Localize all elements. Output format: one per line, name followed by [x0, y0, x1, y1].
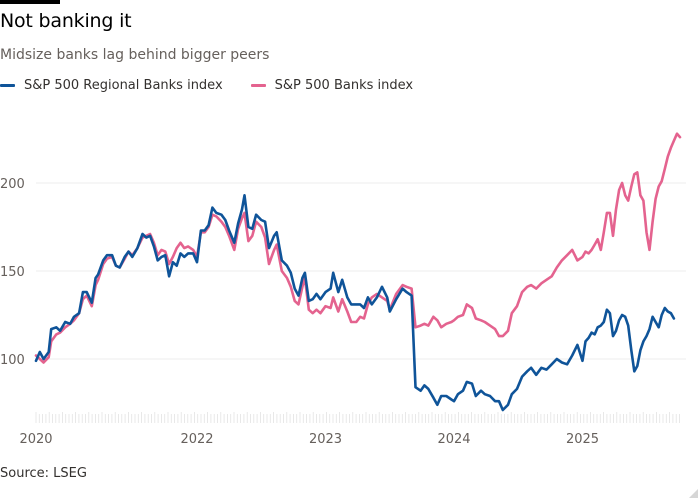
y-axis-tick-labels: 100 150 200 [0, 177, 25, 368]
legend-swatch-regional-banks [0, 84, 15, 87]
series-lines [34, 132, 682, 412]
x-tick-label: 2023 [309, 432, 342, 447]
source-note: Source: LSEG [0, 466, 87, 481]
chart-title: Not banking it [0, 10, 132, 32]
y-tick-label: 200 [0, 177, 25, 192]
legend-label-banks: S&P 500 Banks index [274, 78, 414, 93]
x-tick-label: 2025 [566, 432, 599, 447]
legend-item-banks: S&P 500 Banks index [250, 78, 414, 93]
series-line-banks [34, 132, 682, 364]
gridlines [36, 182, 686, 360]
brand-bar [0, 0, 60, 4]
y-tick-label: 150 [0, 265, 25, 280]
x-axis: 2020 2022 2023 2024 2025 [19, 412, 680, 447]
legend-label-regional-banks: S&P 500 Regional Banks index [24, 78, 223, 93]
series-line-regional-banks [34, 194, 676, 412]
legend-swatch-banks [250, 84, 266, 87]
x-tick-label: 2024 [437, 432, 470, 447]
resize-handle[interactable] [689, 489, 698, 498]
x-tick-label: 2020 [19, 432, 52, 447]
legend: S&P 500 Regional Banks index S&P 500 Ban… [0, 78, 441, 93]
legend-item-regional-banks: S&P 500 Regional Banks index [0, 78, 223, 93]
y-tick-label: 100 [0, 353, 25, 368]
x-tick-label: 2022 [180, 432, 213, 447]
x-axis-minor-ticks [35, 412, 680, 423]
chart-subtitle: Midsize banks lag behind bigger peers [0, 47, 270, 63]
